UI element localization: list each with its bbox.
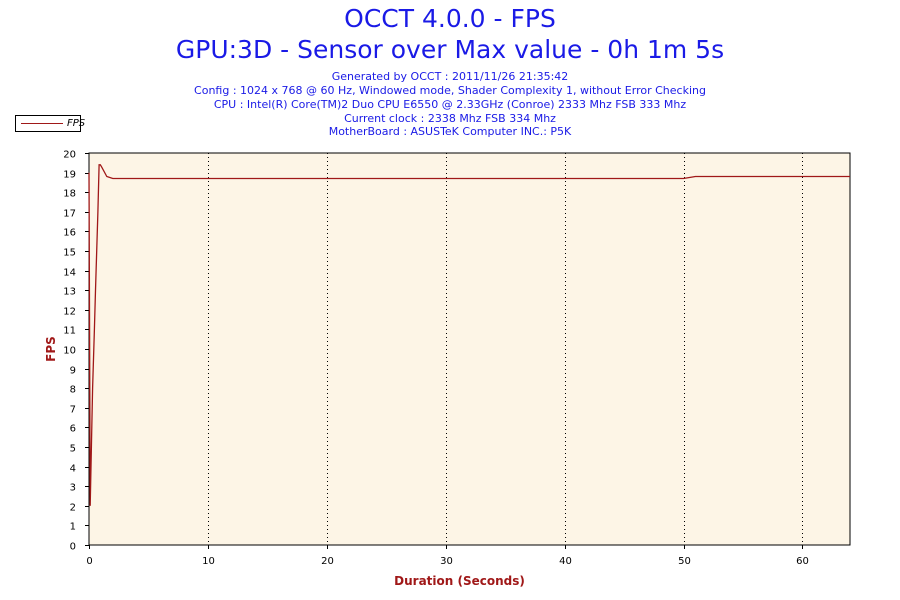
- y-tick-label-3: 3: [70, 483, 76, 494]
- y-tick-label-4: 4: [70, 464, 76, 475]
- legend-swatch-fps: [21, 123, 63, 124]
- y-tick-label-16: 16: [63, 228, 76, 239]
- y-tick-label-19: 19: [63, 170, 76, 181]
- info-cpu: CPU : Intel(R) Core(TM)2 Duo CPU E6550 @…: [213, 98, 687, 111]
- info-clock: Current clock : 2338 Mhz FSB 334 Mhz: [344, 112, 556, 125]
- chart-title: OCCT 4.0.0 - FPS: [344, 4, 556, 33]
- series-line-fps: [88, 164, 850, 506]
- info-generated: Generated by OCCT : 2011/11/26 21:35:42: [331, 70, 569, 83]
- y-tick-label-15: 15: [63, 248, 76, 259]
- y-axis-label: FPS: [44, 336, 58, 362]
- x-tick-label-20: 20: [321, 556, 334, 567]
- y-tick-label-14: 14: [63, 268, 76, 279]
- y-tick-label-8: 8: [70, 385, 76, 396]
- x-axis-label: Duration (Seconds): [394, 574, 525, 588]
- x-tick-label-30: 30: [440, 556, 453, 567]
- y-tick-label-20: 20: [63, 150, 76, 161]
- x-tick-label-0: 0: [86, 556, 92, 567]
- y-tick-label-10: 10: [63, 346, 76, 357]
- y-tick-label-0: 0: [70, 542, 76, 553]
- y-tick-label-1: 1: [70, 522, 76, 533]
- chart-subtitle: GPU:3D - Sensor over Max value - 0h 1m 5…: [175, 35, 725, 64]
- x-tick-label-10: 10: [202, 556, 215, 567]
- legend-label-fps: FPS: [67, 118, 86, 129]
- y-tick-label-18: 18: [63, 189, 76, 200]
- y-tick-label-11: 11: [63, 326, 76, 337]
- y-tick-label-7: 7: [70, 405, 76, 416]
- y-tick-label-2: 2: [70, 503, 76, 514]
- chart-legend: FPS: [15, 115, 85, 132]
- info-config: Config : 1024 x 768 @ 60 Hz, Windowed mo…: [194, 84, 706, 97]
- x-tick-label-60: 60: [796, 556, 809, 567]
- y-tick-label-5: 5: [70, 444, 76, 455]
- x-tick-label-40: 40: [559, 556, 572, 567]
- y-tick-label-17: 17: [63, 209, 76, 220]
- y-tick-label-6: 6: [70, 424, 76, 435]
- y-tick-label-12: 12: [63, 307, 76, 318]
- x-tick-label-50: 50: [678, 556, 691, 567]
- y-tick-label-13: 13: [63, 287, 76, 298]
- info-motherboard: MotherBoard : ASUSTeK Computer INC.: P5K: [328, 125, 572, 138]
- plot-area: [88, 152, 851, 546]
- y-tick-label-9: 9: [70, 366, 76, 377]
